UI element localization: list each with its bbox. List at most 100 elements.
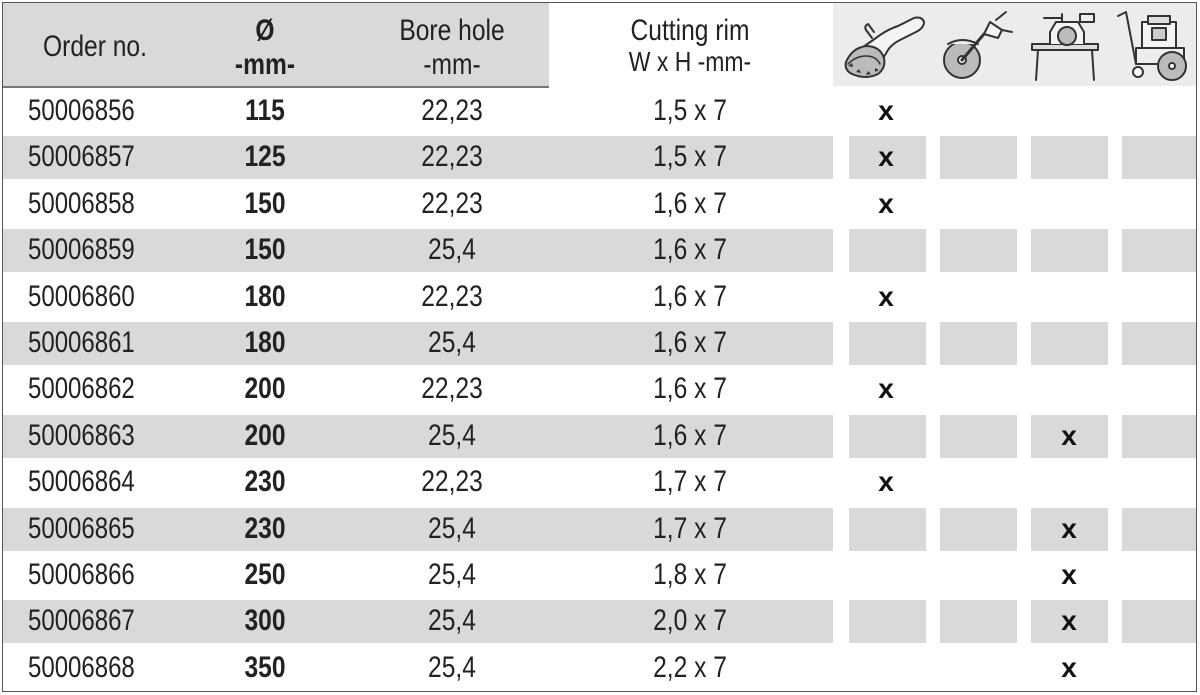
table-row: 50006864 230 22,23 1,7 x 7 x [0, 459, 1200, 505]
diameter-unit-header: -mm- [234, 48, 296, 81]
bore-hole-cell: 25,4 [428, 650, 476, 684]
row-shade [849, 600, 926, 644]
row-shade [849, 507, 926, 551]
diameter-symbol-header: Ø [255, 14, 275, 47]
cutting-rim-cell: 1,6 x 7 [653, 279, 727, 313]
table-row: 50006860 180 22,23 1,6 x 7 x [0, 274, 1200, 320]
order-no-cell: 50006868 [28, 650, 135, 684]
table-row: 50006865 230 25,4 1,7 x 7 x [0, 506, 1200, 552]
row-shade [1122, 321, 1197, 365]
bore-hole-cell: 25,4 [428, 418, 476, 452]
order-no-cell: 50006858 [28, 186, 135, 220]
bore-hole-cell: 22,23 [421, 372, 483, 406]
bore-hole-cell: 22,23 [421, 140, 483, 174]
table-header: Order no. Ø -mm- Bore hole -mm- Cutting … [0, 0, 1200, 88]
table-row: 50006857 125 22,23 1,5 x 7 x [0, 134, 1200, 180]
table-row: 50006858 150 22,23 1,6 x 7 x [0, 181, 1200, 227]
cut-off-saw-icon [943, 11, 1013, 79]
suitability-mark: x [1061, 558, 1077, 590]
cutting-rim-cell: 2,0 x 7 [653, 604, 727, 638]
row-shade [1122, 136, 1197, 180]
row-shade [1122, 507, 1197, 551]
bore-hole-cell: 22,23 [421, 279, 483, 313]
row-shade [1031, 229, 1108, 273]
table-row: 50006861 180 25,4 1,6 x 7 [0, 320, 1200, 366]
row-shade [940, 229, 1017, 273]
order-no-cell: 50006864 [28, 465, 135, 499]
suitability-mark: x [878, 95, 894, 126]
suitability-mark: x [878, 141, 894, 173]
row-shade [1031, 321, 1108, 365]
suitability-mark: x [878, 187, 894, 219]
order-no-cell: 50006857 [28, 140, 135, 174]
row-shade [3, 600, 833, 644]
header-background [3, 3, 549, 86]
header-divider [3, 86, 549, 88]
diameter-cell: 230 [244, 511, 286, 545]
suitability-mark: x [1061, 605, 1077, 637]
cutting-rim-cell: 1,5 x 7 [653, 140, 727, 174]
row-shade [849, 136, 926, 180]
suitability-mark: x [1061, 419, 1077, 451]
cutting-rim-cell: 1,8 x 7 [653, 557, 727, 591]
row-shade [1031, 600, 1108, 644]
bore-hole-cell: 25,4 [428, 604, 476, 638]
row-shade [1122, 229, 1197, 273]
cutting-rim-cell: 1,7 x 7 [653, 465, 727, 499]
row-shade [849, 414, 926, 458]
floor-saw-icon [1117, 11, 1187, 81]
suitability-mark: x [1061, 651, 1077, 683]
row-shade [1031, 136, 1108, 180]
diameter-cell: 230 [244, 465, 286, 499]
table-row: 50006868 350 25,4 2,2 x 7 x [0, 645, 1200, 691]
order-no-cell: 50006862 [28, 372, 135, 406]
row-shade [849, 321, 926, 365]
row-shade [1031, 414, 1108, 458]
cutting-rim-cell: 2,2 x 7 [653, 650, 727, 684]
diameter-cell: 150 [244, 233, 286, 267]
row-shade [3, 229, 833, 273]
cutting-rim-unit-header: W x H -mm- [628, 46, 752, 77]
table-row: 50006866 250 25,4 1,8 x 7 x [0, 552, 1200, 598]
row-shade [940, 321, 1017, 365]
diameter-cell: 180 [244, 325, 286, 359]
diameter-cell: 115 [245, 94, 285, 127]
cutting-rim-header: Cutting rim [630, 14, 750, 47]
table-body: 50006856 115 22,23 1,5 x 7 x 50006857 125 22,23… [0, 88, 1200, 691]
cutting-rim-cell: 1,6 x 7 [653, 418, 727, 452]
table-row: 50006859 150 25,4 1,6 x 7 [0, 227, 1200, 273]
table-row: 50006863 200 25,4 1,6 x 7 x [0, 413, 1200, 459]
row-shade [940, 507, 1017, 551]
diameter-cell: 350 [244, 650, 286, 684]
diameter-cell: 250 [244, 557, 286, 591]
table-row: 50006862 200 22,23 1,6 x 7 x [0, 366, 1200, 412]
order-no-header: Order no. [43, 30, 147, 63]
suitability-mark: x [1061, 512, 1077, 544]
row-shade [940, 600, 1017, 644]
row-shade [3, 321, 833, 365]
diameter-cell: 200 [244, 372, 286, 406]
bore-hole-cell: 25,4 [428, 557, 476, 591]
bore-unit-header: -mm- [423, 48, 481, 81]
cutting-rim-cell: 1,6 x 7 [653, 186, 727, 220]
order-no-cell: 50006866 [28, 557, 135, 591]
row-shade [1031, 507, 1108, 551]
order-no-cell: 50006863 [28, 418, 135, 452]
order-no-cell: 50006865 [28, 511, 135, 545]
bore-hole-cell: 22,23 [421, 186, 483, 220]
suitability-mark: x [878, 280, 894, 312]
diameter-cell: 180 [244, 279, 286, 313]
table-saw-icon [1031, 13, 1099, 81]
row-shade [1122, 414, 1197, 458]
row-shade [940, 136, 1017, 180]
suitability-mark: x [878, 373, 894, 405]
cutting-rim-cell: 1,7 x 7 [653, 511, 727, 545]
diameter-cell: 150 [244, 186, 286, 220]
suitability-mark: x [878, 466, 894, 498]
row-shade [3, 507, 833, 551]
cutting-rim-cell: 1,6 x 7 [653, 325, 727, 359]
table-row: 50006867 300 25,4 2,0 x 7 x [0, 598, 1200, 644]
order-no-cell: 50006856 [28, 94, 135, 127]
bore-hole-cell: 25,4 [428, 325, 476, 359]
